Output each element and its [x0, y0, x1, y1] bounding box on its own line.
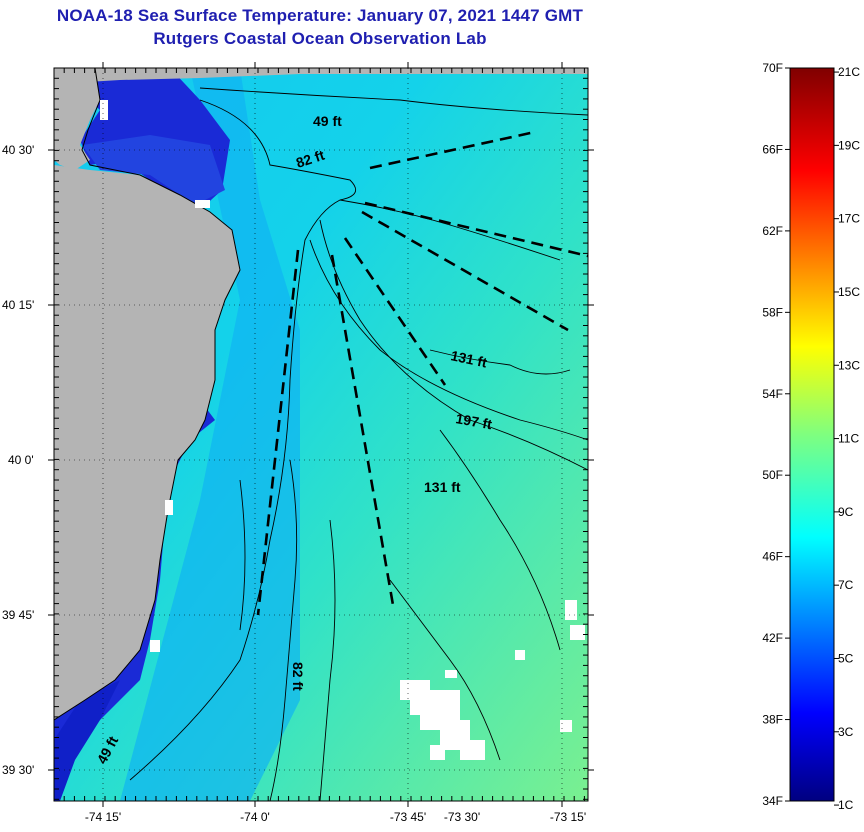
lat-label: 40 0'	[8, 453, 34, 467]
lat-label: 39 45'	[2, 608, 34, 622]
colorbar-label-fahrenheit: 62F	[762, 224, 783, 238]
depth-label-49ft-north: 49 ft	[313, 113, 342, 129]
colorbar-label-celsius: 7C	[838, 578, 854, 592]
depth-label-131ft-east: 131 ft	[449, 347, 488, 370]
lon-label: -73 45'	[390, 810, 426, 824]
cloud-patches	[100, 100, 585, 760]
colorbar-label-fahrenheit: 50F	[762, 468, 783, 482]
colorbar-label-fahrenheit: 34F	[762, 794, 783, 808]
colorbar-label-fahrenheit: 38F	[762, 713, 783, 727]
lon-label: -73 15'	[550, 810, 586, 824]
lat-label: 40 15'	[2, 298, 34, 312]
colorbar-label-fahrenheit: 54F	[762, 387, 783, 401]
map-frame	[53, 67, 589, 802]
colorbar-label-celsius: 11C	[838, 432, 859, 446]
depth-label-197ft: 197 ft	[454, 410, 493, 432]
lon-label: -74 15'	[85, 810, 121, 824]
graticule	[54, 68, 588, 801]
lat-label: 40 30'	[2, 143, 34, 157]
colorbar-label-celsius: 13C	[838, 358, 860, 372]
depth-label-131ft-south: 131 ft	[424, 479, 461, 495]
colorbar-label-celsius: 15C	[838, 285, 860, 299]
map-title: NOAA-18 Sea Surface Temperature: January…	[56, 6, 584, 25]
colorbar-label-celsius: 5C	[838, 651, 854, 665]
colorbar-label-fahrenheit: 46F	[762, 550, 783, 564]
land-staten-island	[54, 68, 100, 170]
lat-label: 39 30'	[2, 763, 34, 777]
colorbar-label-celsius: 19C	[838, 138, 860, 152]
colorbar-label-celsius: 21C	[838, 65, 860, 79]
axis-ticks	[48, 62, 594, 807]
lon-label: -74 0'	[240, 810, 270, 824]
colorbar-label-fahrenheit: 66F	[762, 142, 783, 156]
colorbar-label-celsius: 9C	[838, 505, 854, 519]
depth-contours	[129, 87, 588, 801]
depth-label-82ft-south: 82 ft	[290, 662, 306, 691]
map-subtitle: Rutgers Coastal Ocean Observation Lab	[153, 29, 487, 48]
lon-label: -73 30'	[444, 810, 480, 824]
colorbar-label-fahrenheit: 70F	[762, 61, 783, 75]
land-new-jersey	[54, 165, 240, 720]
land-long-island	[54, 68, 588, 84]
colorbar-label-celsius: 17C	[838, 212, 860, 226]
colorbar-label-celsius: 1C	[838, 798, 854, 812]
colorbar-label-fahrenheit: 58F	[762, 305, 783, 319]
shipping-lanes	[256, 130, 588, 616]
colorbar-label-fahrenheit: 42F	[762, 631, 783, 645]
colorbar-label-celsius: 3C	[838, 725, 854, 739]
colorbar-ramp	[789, 67, 835, 802]
